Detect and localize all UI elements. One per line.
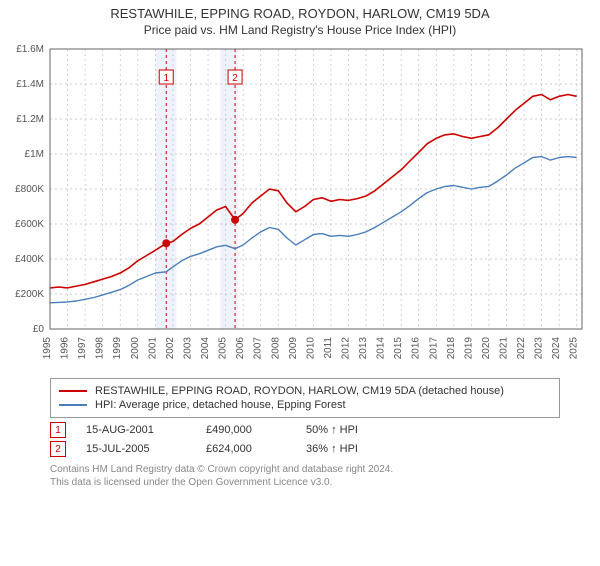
legend-item: RESTAWHILE, EPPING ROAD, ROYDON, HARLOW,… <box>59 385 551 397</box>
svg-text:2003: 2003 <box>182 337 193 360</box>
event-date: 15-JUL-2005 <box>86 443 186 455</box>
svg-text:2013: 2013 <box>358 337 369 360</box>
svg-text:2004: 2004 <box>200 337 211 360</box>
svg-text:£800K: £800K <box>15 184 44 195</box>
svg-text:2012: 2012 <box>340 337 351 360</box>
event-row: 1 15-AUG-2001 £490,000 50% ↑ HPI <box>50 422 560 438</box>
legend-label: HPI: Average price, detached house, Eppi… <box>95 399 346 411</box>
svg-text:2007: 2007 <box>253 337 264 360</box>
svg-text:2015: 2015 <box>393 337 404 360</box>
svg-text:2000: 2000 <box>130 337 141 360</box>
svg-text:£1.4M: £1.4M <box>16 79 44 90</box>
svg-text:1998: 1998 <box>95 337 106 360</box>
svg-text:2001: 2001 <box>147 337 158 360</box>
svg-text:£1M: £1M <box>25 149 44 160</box>
event-badge: 2 <box>50 441 66 457</box>
event-date: 15-AUG-2001 <box>86 424 186 436</box>
svg-text:£400K: £400K <box>15 254 44 265</box>
legend: RESTAWHILE, EPPING ROAD, ROYDON, HARLOW,… <box>50 378 560 418</box>
svg-text:2019: 2019 <box>463 337 474 360</box>
svg-text:2014: 2014 <box>376 337 387 360</box>
svg-text:£200K: £200K <box>15 289 44 300</box>
event-pct: 36% ↑ HPI <box>306 443 386 455</box>
footer-line: Contains HM Land Registry data © Crown c… <box>50 463 560 476</box>
legend-swatch <box>59 390 87 392</box>
svg-text:2008: 2008 <box>270 337 281 360</box>
svg-text:1995: 1995 <box>42 337 53 360</box>
svg-text:2: 2 <box>232 73 238 84</box>
footer-line: This data is licensed under the Open Gov… <box>50 476 560 489</box>
svg-text:2022: 2022 <box>516 337 527 360</box>
svg-text:£600K: £600K <box>15 219 44 230</box>
events-table: 1 15-AUG-2001 £490,000 50% ↑ HPI 2 15-JU… <box>50 422 560 457</box>
svg-text:2023: 2023 <box>534 337 545 360</box>
legend-item: HPI: Average price, detached house, Eppi… <box>59 399 551 411</box>
svg-text:2024: 2024 <box>551 337 562 360</box>
svg-text:£0: £0 <box>33 324 45 335</box>
chart-title: RESTAWHILE, EPPING ROAD, ROYDON, HARLOW,… <box>0 6 600 21</box>
svg-text:2006: 2006 <box>235 337 246 360</box>
svg-text:2021: 2021 <box>499 337 510 360</box>
svg-text:£1.6M: £1.6M <box>16 44 44 55</box>
event-price: £490,000 <box>206 424 286 436</box>
svg-text:2002: 2002 <box>165 337 176 360</box>
event-pct: 50% ↑ HPI <box>306 424 386 436</box>
svg-text:2018: 2018 <box>446 337 457 360</box>
chart-area: £0 £200K £400K £600K £800K £1M £1.2M £1.4M £1.6M… <box>0 39 600 372</box>
event-row: 2 15-JUL-2005 £624,000 36% ↑ HPI <box>50 441 560 457</box>
svg-text:1: 1 <box>163 73 169 84</box>
svg-text:2009: 2009 <box>288 337 299 360</box>
event-price: £624,000 <box>206 443 286 455</box>
svg-text:2011: 2011 <box>323 337 334 359</box>
event-badge: 1 <box>50 422 66 438</box>
svg-text:2005: 2005 <box>218 337 229 360</box>
svg-text:1999: 1999 <box>112 337 123 360</box>
legend-label: RESTAWHILE, EPPING ROAD, ROYDON, HARLOW,… <box>95 385 504 397</box>
svg-text:1996: 1996 <box>60 337 71 360</box>
svg-text:2020: 2020 <box>481 337 492 360</box>
svg-text:2016: 2016 <box>411 337 422 360</box>
svg-text:2025: 2025 <box>569 337 580 360</box>
svg-text:2010: 2010 <box>305 337 316 360</box>
svg-text:1997: 1997 <box>77 337 88 360</box>
footer: Contains HM Land Registry data © Crown c… <box>50 463 560 489</box>
svg-text:2017: 2017 <box>428 337 439 360</box>
legend-swatch <box>59 404 87 406</box>
line-chart-svg: £0 £200K £400K £600K £800K £1M £1.2M £1.4M £1.6M… <box>0 39 600 369</box>
svg-text:£1.2M: £1.2M <box>16 114 44 125</box>
chart-subtitle: Price paid vs. HM Land Registry's House … <box>0 23 600 37</box>
